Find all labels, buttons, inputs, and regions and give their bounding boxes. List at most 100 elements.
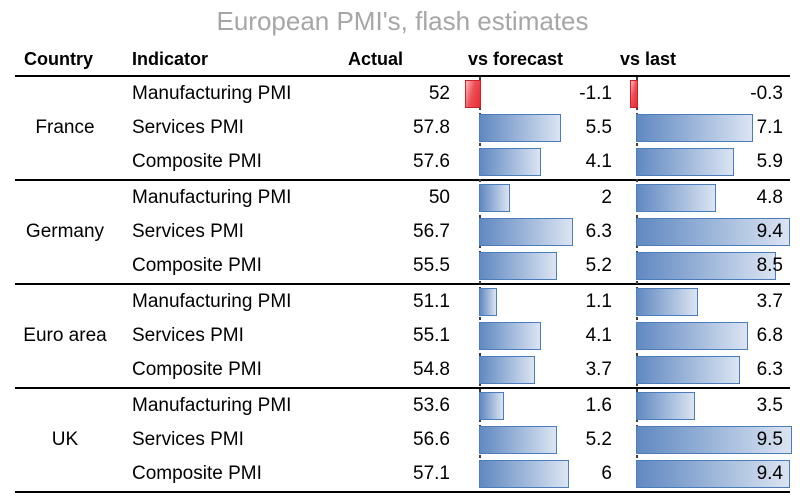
last-value: 5.9	[756, 151, 783, 172]
last-bar	[636, 392, 695, 420]
last-bar	[636, 288, 698, 316]
indicator-label: Composite PMI	[132, 463, 262, 484]
forecast-value: 5.2	[585, 255, 612, 276]
last-bar-cell: 6.8	[618, 319, 790, 353]
forecast-bar	[479, 392, 504, 420]
last-bar	[636, 252, 776, 280]
table-body: France Manufacturing PMI 52 -1.1 -0.3 Service…	[15, 77, 792, 493]
last-value: 3.5	[756, 395, 783, 416]
forecast-bar	[479, 184, 510, 212]
forecast-bar	[479, 218, 573, 246]
actual-value: 55.5	[413, 255, 450, 276]
last-bar	[636, 148, 734, 176]
last-bar	[636, 114, 753, 142]
forecast-value: -1.1	[579, 83, 612, 104]
forecast-bar	[479, 288, 497, 316]
forecast-bar-cell: 4.1	[462, 319, 618, 353]
indicator-label: Composite PMI	[132, 151, 262, 172]
last-bar-cell: 7.1	[618, 111, 790, 145]
country-block: Euro area Manufacturing PMI 51.1 1.1 3.7 Serv…	[15, 285, 790, 389]
indicator-label: Composite PMI	[132, 255, 262, 276]
last-bar	[636, 184, 716, 212]
forecast-value: 6	[601, 463, 612, 484]
last-bar-cell: 9.5	[618, 423, 792, 457]
table-header-row: Country Indicator Actual vs forecast vs …	[15, 45, 790, 77]
actual-value: 53.6	[413, 395, 450, 416]
indicator-label: Manufacturing PMI	[132, 291, 292, 312]
forecast-value: 2	[601, 187, 612, 208]
last-bar-cell: 9.4	[618, 457, 790, 491]
forecast-bar	[479, 252, 557, 280]
last-value: 7.1	[756, 117, 783, 138]
forecast-value: 5.2	[585, 429, 612, 450]
forecast-bar-cell: -1.1	[462, 77, 618, 111]
forecast-value: 4.1	[585, 325, 612, 346]
country-label: UK	[51, 429, 79, 450]
column-header-vs-last: vs last	[620, 49, 677, 69]
forecast-bar-cell: 6	[462, 457, 618, 491]
actual-value: 52	[428, 83, 450, 104]
forecast-bar-cell: 5.2	[462, 249, 618, 283]
forecast-bar	[479, 322, 541, 350]
forecast-bar-cell: 1.1	[462, 285, 618, 319]
column-header-indicator: Indicator	[132, 49, 209, 69]
last-bar-cell: 3.5	[618, 389, 790, 423]
country-block: UK Manufacturing PMI 53.6 1.6 3.5 Services PM…	[15, 389, 792, 493]
last-value: 9.4	[756, 463, 783, 484]
country-block: France Manufacturing PMI 52 -1.1 -0.3 Service…	[15, 77, 790, 181]
last-value: 4.8	[756, 187, 783, 208]
last-bar	[636, 460, 790, 488]
forecast-value: 5.5	[585, 117, 612, 138]
last-bar-cell: 3.7	[618, 285, 790, 319]
actual-value: 50	[428, 187, 450, 208]
country-block: Germany Manufacturing PMI 50 2 4.8 Services P…	[15, 181, 790, 285]
forecast-bar-cell: 5.5	[462, 111, 618, 145]
last-bar-cell: 8.5	[618, 249, 790, 283]
last-bar-cell: -0.3	[618, 77, 790, 111]
indicator-label: Services PMI	[132, 221, 244, 242]
actual-value: 55.1	[413, 325, 450, 346]
forecast-bar-cell: 3.7	[462, 353, 618, 387]
actual-value: 57.1	[413, 463, 450, 484]
column-header-vs-forecast: vs forecast	[468, 49, 564, 69]
forecast-bar-cell: 6.3	[462, 215, 618, 249]
last-bar-cell: 5.9	[618, 145, 790, 179]
forecast-bar-cell: 5.2	[462, 423, 618, 457]
last-bar	[636, 356, 740, 384]
last-bar-negative	[630, 80, 638, 108]
forecast-value: 1.6	[585, 395, 612, 416]
indicator-label: Services PMI	[132, 325, 244, 346]
actual-value: 54.8	[413, 359, 450, 380]
forecast-value: 3.7	[585, 359, 612, 380]
indicator-label: Manufacturing PMI	[132, 83, 292, 104]
country-label: Euro area	[23, 325, 107, 346]
last-axis-line	[636, 77, 638, 490]
forecast-bar	[479, 426, 557, 454]
actual-value: 51.1	[413, 291, 450, 312]
last-value: 6.3	[756, 359, 783, 380]
forecast-value: 6.3	[585, 221, 612, 242]
last-value: 6.8	[756, 325, 783, 346]
last-value: -0.3	[750, 83, 783, 104]
country-label: France	[35, 117, 95, 138]
forecast-bar	[479, 114, 561, 142]
actual-value: 56.7	[413, 221, 450, 242]
actual-value: 56.6	[413, 429, 450, 450]
indicator-label: Services PMI	[132, 429, 244, 450]
country-label: Germany	[25, 221, 105, 242]
last-value: 9.5	[756, 429, 783, 450]
last-bar-cell: 4.8	[618, 181, 790, 215]
forecast-bar-cell: 2	[462, 181, 618, 215]
column-header-country: Country	[24, 49, 93, 69]
last-value: 3.7	[756, 291, 783, 312]
indicator-label: Manufacturing PMI	[132, 187, 292, 208]
actual-value: 57.6	[413, 151, 450, 172]
last-bar-cell: 9.4	[618, 215, 790, 249]
forecast-bar	[479, 148, 541, 176]
last-value: 9.4	[756, 221, 783, 242]
forecast-bar-cell: 1.6	[462, 389, 618, 423]
indicator-label: Composite PMI	[132, 359, 262, 380]
forecast-value: 1.1	[585, 291, 612, 312]
last-value: 8.5	[756, 255, 783, 276]
